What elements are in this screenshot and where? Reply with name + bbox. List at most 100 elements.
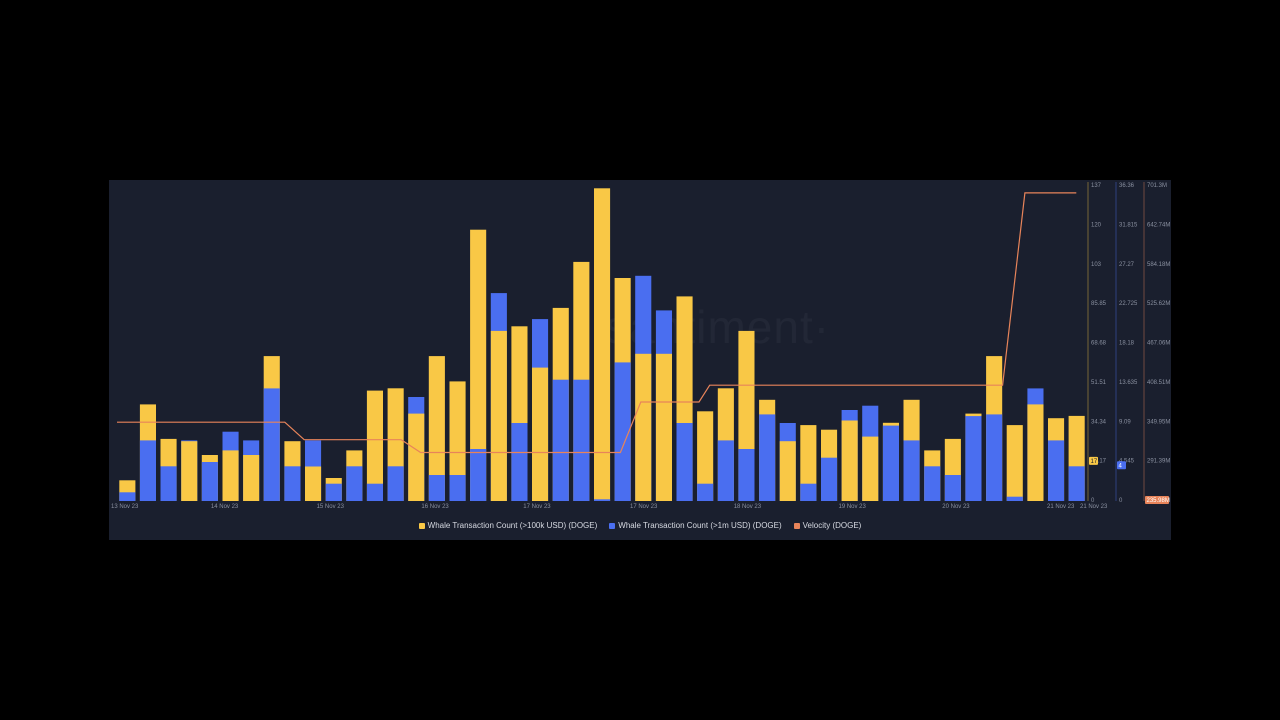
x-tick-label: 15 Nov 23: [317, 504, 345, 510]
x-tick-label: 21 Nov 23: [1080, 504, 1108, 510]
bar-whale-100k: [222, 450, 239, 501]
bar-whale-1m: [697, 483, 714, 501]
bar-whale-100k: [449, 381, 466, 501]
bar-whale-1m: [821, 457, 838, 501]
y-tick-label: 17.17: [1091, 459, 1107, 465]
legend-label: Whale Transaction Count (>1m USD) (DOGE): [618, 521, 782, 530]
bar-whale-1m: [800, 483, 817, 501]
bar-whale-1m: [882, 425, 899, 501]
bar-whale-1m: [738, 449, 755, 501]
bar-whale-100k: [800, 425, 817, 501]
y-tick-label: 0: [1119, 498, 1123, 504]
bar-whale-100k: [862, 436, 879, 501]
y-tick-label: 584.18M: [1147, 262, 1170, 268]
bar-whale-1m: [263, 388, 280, 501]
bar-whale-100k: [532, 367, 549, 501]
legend-swatch: [418, 522, 425, 529]
y-tick-label: 18.18: [1119, 341, 1135, 347]
y-tick-label: 120: [1091, 222, 1102, 228]
y-axis-badge: [1145, 496, 1169, 504]
bar-whale-100k: [428, 356, 445, 501]
bar-whale-100k: [655, 353, 672, 501]
y-axis-badge: [1117, 461, 1126, 470]
bar-whale-1m: [470, 449, 487, 501]
bar-whale-1m: [284, 466, 301, 501]
x-tick-label: 21 Nov 23: [1047, 504, 1075, 510]
bar-whale-1m: [924, 466, 941, 501]
y-tick-label: 349.95M: [1147, 419, 1170, 425]
bar-whale-100k: [1006, 425, 1023, 501]
legend-item[interactable]: Whale Transaction Count (>100k USD) (DOG…: [418, 521, 598, 530]
y-axis-badge-label: 4: [1119, 463, 1123, 469]
y-tick-label: 103: [1091, 262, 1102, 268]
bar-whale-1m: [511, 423, 528, 501]
y-axis-badge: [1089, 456, 1098, 465]
y-axis-badge-label: 235.98M: [1147, 498, 1170, 504]
x-tick-label: 17 Nov 23: [523, 504, 551, 510]
bar-whale-1m: [717, 440, 734, 501]
bar-whale-1m: [676, 423, 693, 501]
y-tick-label: 36.36: [1119, 183, 1135, 189]
x-tick-label: 20 Nov 23: [942, 504, 970, 510]
bar-whale-1m: [1068, 466, 1085, 501]
y-tick-label: 27.27: [1119, 262, 1135, 268]
y-tick-label: 68.68: [1091, 341, 1107, 347]
bar-whale-100k: [635, 353, 652, 501]
y-tick-label: 408.51M: [1147, 380, 1170, 386]
bar-whale-1m: [387, 466, 404, 501]
bar-whale-1m: [428, 475, 445, 501]
bar-whale-1m: [594, 499, 611, 501]
bar-whale-1m: [965, 416, 982, 501]
y-axis-badge-label: 17: [1091, 459, 1098, 465]
bar-whale-100k: [305, 466, 322, 501]
bar-whale-100k: [594, 188, 611, 502]
bar-whale-1m: [346, 466, 363, 501]
bar-whale-100k: [181, 441, 198, 501]
bar-whale-100k: [779, 441, 796, 501]
bar-whale-1m: [119, 492, 136, 501]
bar-whale-100k: [490, 330, 507, 501]
y-tick-label: 467.06M: [1147, 341, 1170, 347]
x-tick-label: 18 Nov 23: [734, 504, 762, 510]
bar-whale-1m: [1006, 496, 1023, 501]
bar-whale-100k: [243, 455, 260, 501]
bar-whale-1m: [325, 483, 342, 501]
bar-whale-1m: [903, 440, 920, 501]
y-tick-label: 137: [1091, 183, 1102, 189]
bar-whale-1m: [944, 475, 961, 501]
bar-whale-1m: [449, 475, 466, 501]
bar-whale-1m: [201, 462, 218, 501]
legend: Whale Transaction Count (>100k USD) (DOG…: [109, 521, 1171, 530]
bar-whale-1m: [573, 379, 590, 501]
y-tick-label: 85.85: [1091, 301, 1107, 307]
bar-whale-1m: [1048, 440, 1065, 501]
y-tick-label: 525.62M: [1147, 301, 1170, 307]
bar-whale-100k: [1027, 404, 1044, 501]
bar-whale-100k: [408, 413, 425, 501]
y-tick-label: 4.545: [1119, 459, 1135, 465]
bar-whale-1m: [614, 362, 631, 501]
y-tick-label: 291.39M: [1147, 459, 1170, 465]
bar-whale-100k: [366, 390, 383, 501]
legend-item[interactable]: Whale Transaction Count (>1m USD) (DOGE): [609, 521, 782, 530]
y-tick-label: 701.3M: [1147, 183, 1167, 189]
bar-whale-100k: [697, 411, 714, 501]
y-tick-label: 642.74M: [1147, 222, 1170, 228]
legend-swatch: [609, 522, 616, 529]
legend-label: Whale Transaction Count (>100k USD) (DOG…: [427, 521, 598, 530]
bar-whale-1m: [160, 466, 177, 501]
bar-whale-1m: [139, 440, 156, 501]
bar-whale-100k: [841, 420, 858, 501]
bar-whale-1m: [986, 414, 1003, 501]
x-tick-label: 17 Nov 23: [630, 504, 658, 510]
legend-item[interactable]: Velocity (DOGE): [793, 521, 861, 530]
x-tick-label: 14 Nov 23: [211, 504, 239, 510]
y-tick-label: 51.51: [1091, 380, 1107, 386]
chart-svg: 13 Nov 23 14 Nov 23 15 Nov 23 16 Nov 23 17 N…: [111, 182, 1170, 510]
x-tick-label: 19 Nov 23: [839, 504, 867, 510]
bar-whale-1m: [552, 379, 569, 501]
bar-whale-100k: [470, 229, 487, 501]
y-tick-label: 22.725: [1119, 301, 1138, 307]
bar-whale-1m: [366, 483, 383, 501]
